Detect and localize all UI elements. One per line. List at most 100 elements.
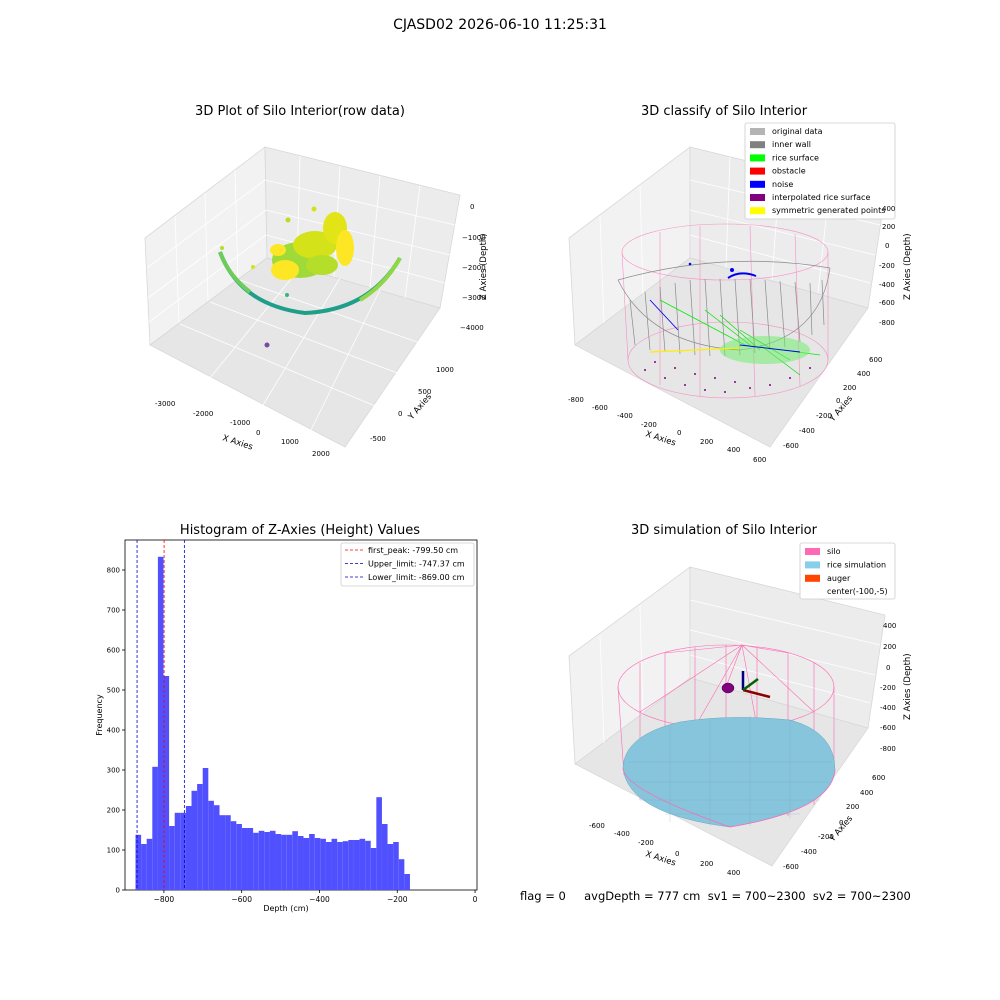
histogram-bar: [152, 766, 158, 890]
histogram-bar: [292, 831, 298, 890]
histogram-bar: [370, 848, 377, 890]
svg-text:600: 600: [753, 456, 766, 464]
panel2-zlabel: Z Axies (Depth): [903, 233, 913, 300]
histogram-bar: [275, 834, 282, 890]
histogram-ytick-label: 800: [107, 567, 120, 575]
panel2-title: 3D classify of Silo Interior: [640, 104, 808, 119]
panel4-legend-item-label: rice simulation: [827, 560, 886, 569]
panel2-legend-item-label: original data: [772, 127, 823, 136]
svg-text:-200: -200: [818, 833, 834, 841]
histogram-legend: first_peak: -799.50 cm Upper_limit: -747.…: [340, 542, 475, 587]
svg-text:0: 0: [836, 397, 840, 405]
svg-text:-800: -800: [879, 319, 895, 327]
svg-text:-500: -500: [370, 435, 386, 443]
panel2-legend-item-label: noise: [772, 180, 793, 189]
histogram-chart: −800 −600 −400 −200 0 0 100 200 300 400 500 600 700…: [95, 539, 478, 913]
histogram-bar: [297, 836, 304, 890]
panel4-legend-item-swatch: [805, 574, 820, 582]
svg-text:500: 500: [418, 388, 431, 396]
histogram-bar: [197, 784, 203, 890]
svg-text:-200: -200: [880, 684, 896, 692]
histogram-bar: [365, 840, 371, 890]
histogram-bar: [202, 768, 209, 890]
histogram-bar: [381, 824, 388, 890]
histogram-xticks: −800 −600 −400 −200 0: [154, 890, 478, 904]
svg-text:0: 0: [470, 203, 474, 211]
svg-text:-600: -600: [880, 724, 896, 732]
histogram-bar: [325, 842, 332, 890]
panel1-zlabel: Z Axies (Depth): [479, 233, 489, 300]
histogram-xtick-label: −800: [154, 895, 175, 904]
histogram-ytick-label: 400: [107, 727, 120, 735]
svg-text:-200: -200: [638, 839, 654, 847]
histogram-bar: [185, 806, 192, 890]
svg-text:-600: -600: [589, 822, 605, 830]
svg-text:200: 200: [843, 384, 856, 392]
histogram-ytick-label: 300: [107, 767, 120, 775]
panel2-legend-item-label: rice surface: [772, 153, 819, 162]
panel1-title: 3D Plot of Silo Interior(row data): [195, 104, 405, 119]
panel4-legend: silo rice simulation auger center(-100,-5): [799, 542, 896, 600]
histogram-bar: [174, 812, 181, 890]
svg-text:0: 0: [675, 850, 679, 858]
panel2-legend: original data inner wall rice surface obsta…: [744, 122, 896, 220]
histogram-bar: [314, 838, 321, 890]
histogram-ytick-label: 100: [107, 847, 120, 855]
histogram-bar: [253, 832, 259, 890]
figure-title: CJASD02 2026-06-10 11:25:31: [393, 17, 607, 33]
histogram-yticks: 0 100 200 300 400 500 600 700 800: [107, 567, 125, 895]
panel2-legend-item-label: obstacle: [772, 167, 806, 176]
histogram-bar: [213, 805, 220, 890]
histogram-xtick-label: −600: [231, 895, 252, 904]
histogram-bar: [180, 812, 186, 890]
panel4-legend-item-label: center(-100,-5): [827, 587, 888, 596]
histogram-bar: [141, 844, 147, 890]
svg-text:400: 400: [727, 446, 740, 454]
svg-text:400: 400: [727, 869, 740, 877]
svg-text:600: 600: [872, 774, 885, 782]
histogram-bar: [230, 821, 237, 890]
histogram-bar: [337, 842, 343, 890]
histogram-bar: [359, 838, 366, 890]
histogram-bar: [398, 859, 405, 890]
panel4-zlabel: Z Axies (Depth): [903, 653, 913, 720]
panel2-legend-item-swatch: [750, 207, 765, 215]
svg-text:0: 0: [677, 429, 681, 437]
panel4-legend-item-label: silo: [827, 547, 841, 556]
histogram-bar: [404, 874, 410, 890]
svg-text:2000: 2000: [312, 450, 330, 458]
histogram-bar: [331, 838, 338, 890]
histogram-bar: [309, 834, 315, 890]
status-footer: flag = 0 avgDepth = 777 cm sv1 = 700~230…: [520, 889, 911, 903]
histogram-bar: [342, 841, 349, 890]
histogram-xtick-label: −400: [309, 895, 330, 904]
histogram-vlines: [136, 540, 185, 890]
histogram-legend-label: first_peak: -799.50 cm: [368, 546, 458, 555]
svg-text:400: 400: [857, 370, 870, 378]
panel1-3d-plot: -3000 -2000 -1000 0 1000 2000 -500 0 500 1000 0 −…: [144, 146, 489, 458]
panel1-point-cloud: [218, 206, 402, 348]
histogram-ytick-label: 600: [107, 647, 120, 655]
svg-text:−1000: −1000: [462, 234, 486, 242]
histogram-legend-label: Lower_limit: -869.00 cm: [368, 573, 465, 582]
histogram-xtick-label: 0: [473, 895, 478, 904]
histogram-bar: [219, 815, 226, 890]
histogram-legend-label: Upper_limit: -747.37 cm: [368, 560, 465, 569]
svg-text:-400: -400: [799, 427, 815, 435]
svg-text:200: 200: [700, 860, 713, 868]
svg-text:200: 200: [882, 223, 895, 231]
histogram-bar: [258, 830, 265, 890]
panel2-legend-item-label: symmetric generated points: [772, 206, 885, 215]
panel4-legend-item-swatch: [805, 548, 820, 555]
histogram-ylabel: Frequency: [95, 694, 104, 736]
histogram-title: Histogram of Z-Axies (Height) Values: [179, 523, 421, 538]
histogram-bar: [191, 790, 198, 890]
histogram-ytick-label: 700: [107, 607, 120, 615]
svg-text:200: 200: [883, 643, 896, 651]
histogram-bar: [241, 828, 248, 890]
panel1-ylabel: Y Axies: [406, 392, 434, 423]
svg-text:−2000: −2000: [462, 264, 486, 272]
histogram-bar: [208, 800, 214, 890]
svg-text:-200: -200: [641, 421, 657, 429]
